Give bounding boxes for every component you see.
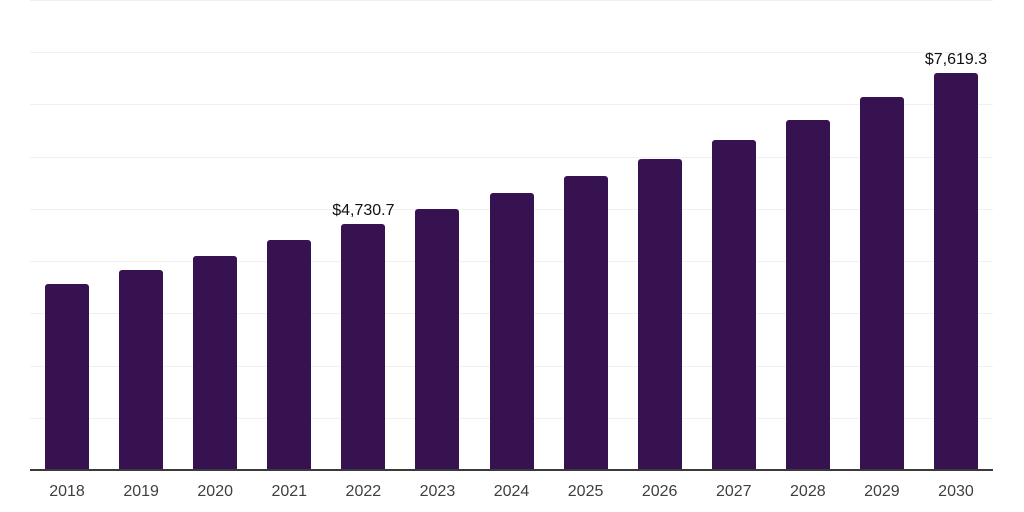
bar (193, 255, 238, 471)
bars-container: $4,730.7 $7,619.3 (30, 1, 993, 471)
bar-slot: $7,619.3 (919, 1, 993, 471)
x-tick-label: 2019 (123, 483, 159, 500)
bar-slot (845, 1, 919, 471)
bar (489, 193, 534, 471)
gridline (30, 52, 993, 54)
bar (859, 96, 904, 471)
bar-slot (549, 1, 623, 471)
bar-slot (697, 1, 771, 471)
bar-slot: $4,730.7 (326, 1, 400, 471)
gridline (30, 104, 993, 106)
x-axis-tick-labels: 2018 2019 2020 2021 2022 2023 2024 2025 2026 2027… (30, 482, 993, 502)
x-axis-line (30, 469, 993, 471)
x-tick-label: 2026 (641, 483, 678, 500)
x-tick-label: 2028 (790, 483, 826, 500)
x-tick-label: 2025 (567, 483, 604, 500)
x-tick-label: 2021 (271, 483, 308, 500)
plot-area: $4,730.7 $7,619.3 (30, 0, 993, 471)
bar-value-label: $7,619.3 (924, 51, 988, 69)
gridline (30, 156, 993, 158)
x-tick-label: 2029 (864, 483, 900, 500)
bar (785, 119, 830, 471)
bar (341, 223, 386, 471)
x-tick-label: 2030 (938, 483, 974, 500)
bar-slot (252, 1, 326, 471)
bar (933, 73, 978, 471)
bar (119, 270, 164, 471)
x-tick-label: 2018 (49, 483, 85, 500)
bar-slot (623, 1, 697, 471)
gridline (30, 0, 993, 1)
bar (415, 208, 460, 471)
x-tick-label: 2022 (345, 483, 382, 500)
bar (267, 240, 312, 471)
bar-slot (771, 1, 845, 471)
x-tick-label: 2020 (197, 483, 233, 500)
bar-slot (178, 1, 252, 471)
bar-slot (30, 1, 104, 471)
bar-slot (400, 1, 474, 471)
bar (711, 139, 756, 471)
bar (45, 283, 90, 471)
x-tick-label: 2027 (715, 483, 752, 500)
bar-slot (474, 1, 548, 471)
bar-slot (104, 1, 178, 471)
bar (637, 158, 682, 471)
x-tick-label: 2024 (493, 483, 530, 500)
bar-value-label: $4,730.7 (332, 201, 395, 219)
x-tick-label: 2023 (419, 483, 456, 500)
bar (563, 175, 608, 471)
